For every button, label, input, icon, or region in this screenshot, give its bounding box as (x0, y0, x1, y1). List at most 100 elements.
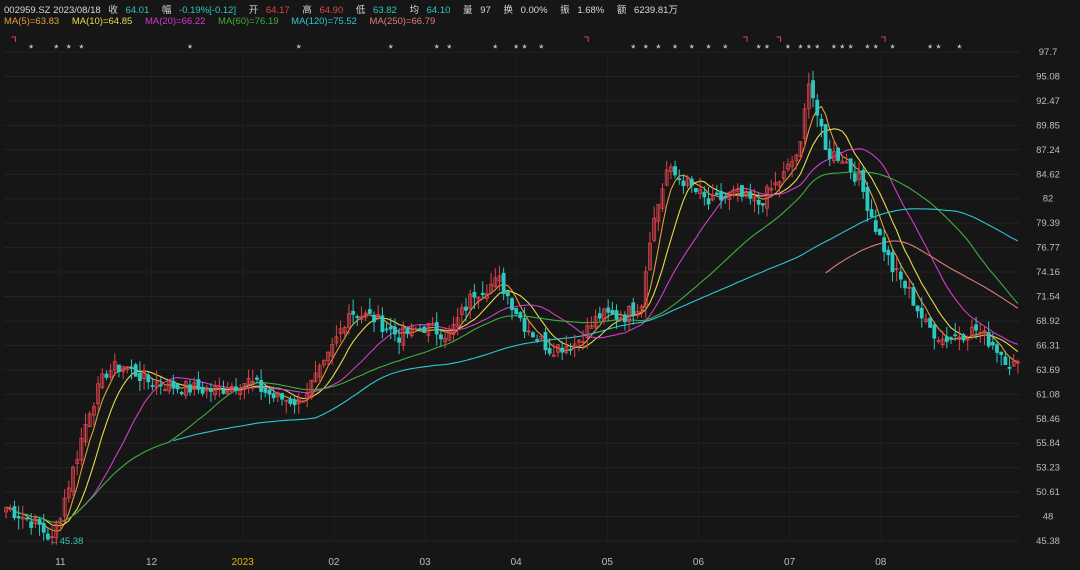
candle-body (685, 177, 690, 186)
candle-body (656, 203, 661, 222)
y-tick-label: 66.31 (1036, 340, 1060, 351)
candle-body (756, 199, 761, 205)
event-flag (881, 36, 886, 42)
candle-body (907, 286, 912, 289)
candle-body (451, 323, 456, 335)
candle-body (234, 386, 238, 392)
candle-body (597, 313, 602, 319)
y-tick-label: 87.24 (1036, 145, 1060, 156)
candle-body (1016, 361, 1020, 364)
candle-body (748, 191, 753, 199)
candle-body (284, 399, 289, 402)
event-star: * (631, 43, 636, 55)
candle-body (246, 377, 251, 385)
candle-body (455, 317, 460, 328)
candle-body (309, 379, 314, 399)
ma120-legend: MA(120)=75.52 (291, 16, 357, 27)
candle-body (275, 392, 280, 398)
event-star: * (798, 43, 803, 55)
x-tick-label: 03 (419, 557, 431, 568)
candle-body (581, 341, 585, 344)
candle-body (4, 506, 8, 513)
candle-body (694, 188, 698, 193)
x-axis: 11 12 2023 02 03 04 05 06 07 08 (55, 557, 887, 568)
candle-body (129, 367, 134, 369)
candle-body (480, 292, 485, 296)
event-star: * (723, 43, 728, 55)
candle-body (664, 169, 669, 186)
candle-body (614, 310, 619, 320)
candle-body (606, 307, 611, 313)
event-star: * (815, 43, 820, 55)
candle-body (522, 317, 527, 332)
candle-body (568, 348, 573, 351)
event-star: * (79, 43, 84, 55)
quote-header: 002959.SZ 2023/08/18 收 64.01 幅 -0.19%[-0… (4, 2, 688, 16)
candle-body (786, 163, 790, 170)
ma20-legend: MA(20)=66.22 (144, 16, 206, 27)
event-star: * (514, 43, 519, 55)
candle-body (347, 313, 351, 328)
candle-body (827, 148, 832, 159)
candle-body (167, 380, 172, 392)
y-tick-label: 92.47 (1036, 96, 1060, 107)
event-star: * (757, 43, 762, 55)
candle-body (25, 517, 29, 520)
candle-body (443, 337, 448, 343)
candle-body (535, 339, 539, 341)
candle-body (397, 337, 402, 343)
candle-body (1003, 356, 1008, 366)
y-tick-label: 45.38 (1036, 536, 1060, 547)
candle-body (978, 331, 983, 334)
candle-body (510, 298, 514, 311)
ma-legend: MA(5)=63.83 MA(10)=64.85 MA(20)=66.22 MA… (4, 16, 445, 29)
candle-body (413, 328, 418, 330)
candle-body (229, 386, 234, 393)
candle-body (710, 194, 715, 201)
candle-body (911, 287, 916, 306)
candle-body (689, 178, 694, 186)
candle-body (719, 190, 723, 201)
candle-body (572, 343, 577, 349)
candle-body (865, 186, 870, 211)
candle-body (422, 326, 427, 333)
candle-body (773, 182, 778, 186)
candle-body (953, 334, 958, 337)
candle-body (75, 459, 80, 465)
change-field: 幅 -0.19%[-0.12] (161, 5, 237, 16)
candle-body (882, 237, 887, 253)
candle-body (62, 497, 67, 517)
candle-body (903, 281, 907, 289)
event-star: * (957, 43, 962, 55)
candle-body (627, 305, 631, 322)
candle-body (999, 352, 1004, 355)
x-tick-label: 02 (328, 557, 340, 568)
candle-body (37, 518, 42, 525)
event-star: * (706, 43, 711, 55)
candle-body (351, 310, 356, 315)
candle-body (564, 346, 569, 354)
y-axis: 97.7 95.08 92.47 89.85 87.24 84.62 82 79.39 76.7… (1036, 47, 1060, 547)
candle-body (238, 389, 243, 395)
candle-body (986, 332, 991, 347)
candle-body (852, 173, 857, 182)
candle-body (91, 406, 96, 416)
candle-body (489, 283, 493, 293)
candle-body (430, 322, 435, 326)
x-tick-label: 06 (693, 557, 705, 568)
candle-body (250, 381, 255, 383)
candle-body (618, 317, 623, 321)
grid-lines (4, 51, 1020, 542)
turnover-field: 换 0.00% (503, 5, 548, 16)
candle-body (497, 275, 502, 282)
x-tick-label: 05 (602, 557, 614, 568)
candle-body (760, 203, 765, 206)
candle-body (861, 169, 866, 192)
candle-body (33, 517, 38, 524)
candle-body (305, 393, 310, 400)
y-tick-label: 97.7 (1039, 47, 1058, 58)
candle-body (83, 424, 88, 443)
y-tick-label: 71.54 (1036, 292, 1060, 303)
